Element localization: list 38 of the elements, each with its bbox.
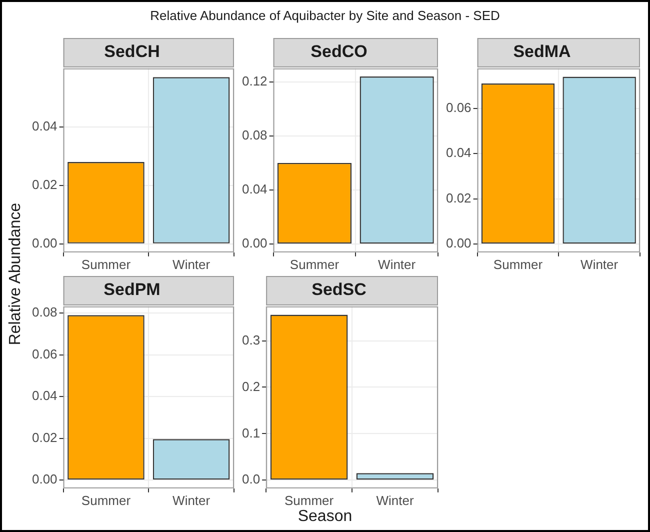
y-tick-label: 0.02	[32, 430, 58, 445]
x-tick-label: Summer	[284, 492, 334, 508]
y-tick-label: 0.08	[32, 304, 58, 320]
x-tick-label: Summer	[81, 256, 132, 272]
x-tick-label: Winter	[376, 492, 414, 508]
x-tick-label: Winter	[172, 492, 211, 508]
x-axis-title: Season	[296, 508, 354, 526]
y-tick-label: 0.04	[242, 182, 268, 197]
y-tick-label: 0.12	[242, 73, 268, 88]
chart-title: SedCH	[104, 42, 160, 61]
chart-title: SedMA	[513, 42, 571, 61]
y-tick-label: 0.08	[242, 128, 268, 143]
x-tick-label: Summer	[290, 256, 340, 272]
chart-title: SedPM	[104, 280, 160, 299]
y-tick-label: 0.00	[32, 472, 58, 487]
y-tick-label: 0.02	[32, 176, 58, 192]
y-tick-label: 0.04	[32, 118, 58, 134]
x-tick-label: Summer	[81, 492, 132, 508]
y-tick-label: 0.00	[32, 235, 58, 250]
chart-title: SedSC	[312, 280, 366, 299]
y-tick-label: 0.00	[242, 236, 268, 251]
x-tick-label: Winter	[580, 256, 619, 272]
y-tick-label: 0.00	[446, 236, 472, 251]
y-axis-title: Relative Abundance	[7, 202, 25, 346]
y-tick-label: 0.06	[446, 100, 472, 115]
y-tick-label: 0.04	[446, 145, 472, 160]
y-tick-label: 0.1	[242, 425, 260, 440]
x-tick-label: Winter	[378, 256, 416, 272]
chart-title: SedCO	[310, 42, 368, 61]
x-tick-label: Summer	[493, 256, 544, 272]
text: Relative Abundance of Aquibacter by Site and Season - SED	[149, 8, 501, 23]
y-tick-label: 0.0	[242, 472, 260, 487]
y-tick-label: 0.02	[446, 190, 472, 206]
y-tick-label: 0.04	[32, 388, 58, 404]
y-tick-label: 0.06	[32, 346, 58, 362]
y-tick-label: 0.2	[242, 378, 260, 394]
x-tick-label: Winter	[172, 256, 211, 272]
y-tick-label: 0.3	[242, 332, 260, 348]
